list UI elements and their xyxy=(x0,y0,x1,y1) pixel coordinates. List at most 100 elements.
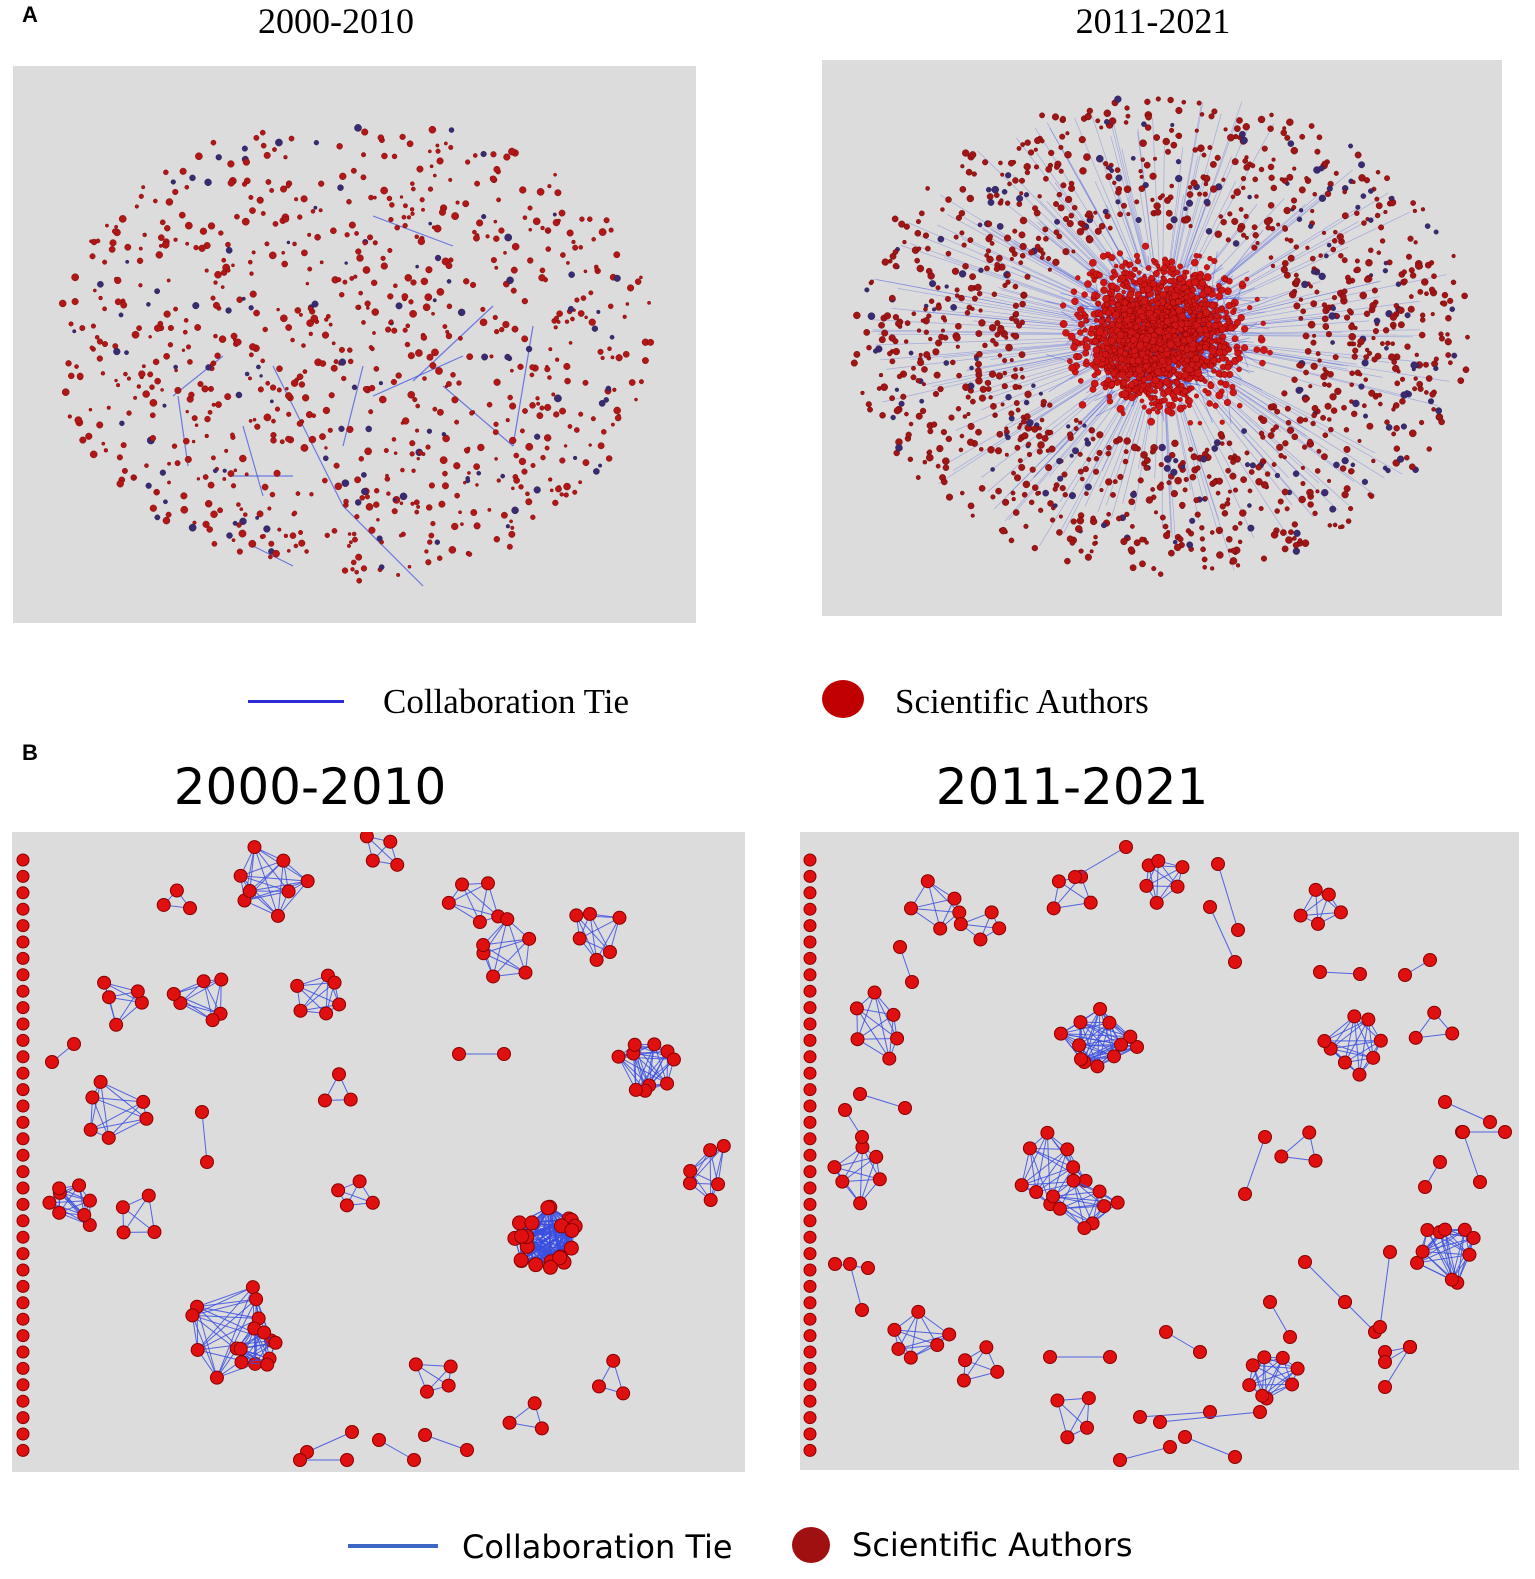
author-node xyxy=(1338,525,1343,530)
author-node xyxy=(474,180,481,187)
author-node xyxy=(261,483,269,491)
author-node xyxy=(572,489,578,495)
author-node xyxy=(155,251,163,259)
author-node xyxy=(351,384,358,391)
author-node xyxy=(1075,275,1081,281)
author-node xyxy=(1301,280,1309,289)
author-node xyxy=(1375,202,1383,210)
author-node xyxy=(226,532,233,539)
author-node xyxy=(1369,301,1377,310)
author-node xyxy=(1300,465,1306,470)
collaboration-tie xyxy=(461,884,499,917)
author-node xyxy=(71,273,79,282)
author-node xyxy=(1267,125,1274,132)
author-node xyxy=(399,492,408,501)
author-node xyxy=(1241,185,1246,191)
author-node xyxy=(146,302,151,307)
author-node xyxy=(106,405,111,410)
author-node xyxy=(1024,390,1032,398)
author-node xyxy=(1112,180,1117,185)
author-node xyxy=(503,251,507,255)
author-node xyxy=(342,279,348,285)
author-node xyxy=(938,333,945,341)
author-node xyxy=(1173,379,1180,386)
author-node xyxy=(918,352,923,357)
author-node xyxy=(969,151,977,159)
author-node xyxy=(1166,223,1173,230)
author-node xyxy=(878,321,885,329)
author-node xyxy=(404,274,413,282)
author-node xyxy=(892,249,899,255)
author-node xyxy=(131,474,136,480)
author-node xyxy=(1013,318,1020,325)
author-node xyxy=(1102,322,1108,328)
author-node xyxy=(1066,220,1074,228)
author-node xyxy=(990,337,996,344)
author-node xyxy=(92,288,97,293)
author-node xyxy=(472,915,487,930)
author-node xyxy=(16,1296,30,1310)
author-node xyxy=(1328,426,1334,433)
author-node xyxy=(993,265,1001,272)
author-node xyxy=(1311,404,1319,412)
author-node xyxy=(1325,331,1333,338)
author-node xyxy=(958,270,967,278)
author-node xyxy=(409,207,415,212)
author-node xyxy=(1284,506,1290,512)
author-node xyxy=(1349,370,1355,377)
author-node xyxy=(493,421,499,427)
collaboration-tie xyxy=(103,982,143,1004)
author-node xyxy=(915,412,923,420)
author-node xyxy=(272,221,279,227)
author-node xyxy=(1111,311,1120,320)
author-node xyxy=(430,520,436,527)
author-node xyxy=(878,372,884,378)
author-node xyxy=(1352,347,1359,354)
collaboration-tie xyxy=(412,305,494,382)
author-node xyxy=(1451,352,1458,359)
author-node xyxy=(971,295,978,302)
author-node xyxy=(1062,329,1070,337)
author-node xyxy=(473,463,480,470)
author-node xyxy=(359,495,366,501)
author-node xyxy=(1182,487,1188,493)
author-node xyxy=(1179,382,1185,388)
author-node xyxy=(987,446,995,454)
author-node xyxy=(354,514,360,520)
author-node xyxy=(1333,229,1338,235)
author-node xyxy=(1120,379,1128,387)
collaboration-tie xyxy=(1218,383,1282,432)
author-node xyxy=(1210,330,1215,336)
author-node xyxy=(1209,339,1215,345)
author-node xyxy=(243,512,248,517)
author-node xyxy=(142,390,150,398)
author-node xyxy=(1230,194,1236,200)
author-node xyxy=(873,348,879,354)
author-node xyxy=(292,241,297,247)
author-node xyxy=(185,344,192,350)
author-node xyxy=(1114,380,1120,386)
author-node xyxy=(116,454,123,461)
author-node xyxy=(1156,266,1162,272)
author-node xyxy=(613,251,621,259)
author-node xyxy=(1131,388,1137,393)
author-node xyxy=(1042,226,1049,233)
author-node xyxy=(249,271,254,276)
collaboration-tie xyxy=(1240,296,1380,321)
author-node xyxy=(1254,296,1260,302)
author-node xyxy=(1366,350,1373,356)
author-node xyxy=(197,381,204,388)
author-node xyxy=(1100,286,1108,294)
author-node xyxy=(1351,341,1357,347)
author-node xyxy=(354,231,359,236)
author-node xyxy=(156,897,171,912)
author-node xyxy=(1116,331,1125,339)
author-node xyxy=(1232,524,1239,531)
author-node xyxy=(1017,437,1023,443)
author-node xyxy=(1227,133,1235,142)
collaboration-tie xyxy=(589,913,598,960)
author-node xyxy=(16,1115,30,1129)
author-node xyxy=(522,215,528,220)
author-node xyxy=(1004,234,1012,242)
author-node xyxy=(1410,361,1418,369)
